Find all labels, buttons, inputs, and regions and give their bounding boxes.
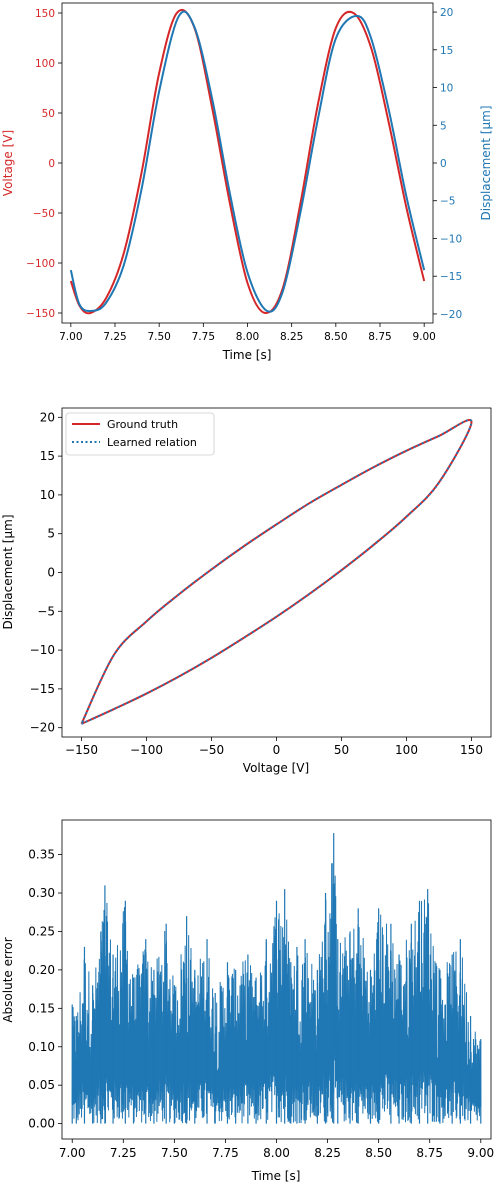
voltage-tick-label: −100 [26,258,55,270]
time-series-x-tick-label: 7.50 [147,331,170,343]
displacement-tick-label: −5 [440,196,455,208]
time-series-x-tick-label: 7.25 [103,331,126,343]
hysteresis-y-tick-label: 10 [40,488,55,502]
ground-truth-line [80,419,473,725]
absolute-error-y-tick-label: 0.15 [28,1001,55,1015]
hysteresis-y-tick-label: 15 [40,449,55,463]
absolute-error-y-axis-label: Absolute error [1,937,15,1022]
absolute-error-x-tick-label: 8.75 [416,1146,443,1160]
displacement-tick-label: 20 [440,7,453,19]
time-series-x-tick-label: 7.75 [192,331,215,343]
hysteresis-x-tick-label: −150 [65,743,98,757]
absolute-error-y-tick-label: 0.10 [28,1040,55,1054]
time-series-x-axis-label: Time [s] [222,348,272,362]
absolute-error-y-tick-label: 0.20 [28,963,55,977]
time-series-x-tick-label: 8.00 [236,331,259,343]
voltage-tick-label: 0 [48,158,55,170]
time-series-x-tick-label: 7.00 [59,331,82,343]
displacement-tick-label: −20 [440,309,462,321]
time-series-x-tick-label: 9.00 [412,331,435,343]
hysteresis-x-tick-label: 150 [460,743,483,757]
legend-box [65,412,215,456]
time-series-plot: 7.00 7.25 7.50 7.75 8.00 8.25 8.50 8.75 9.00 −15… [1,2,493,362]
hysteresis-x-axis-label: Voltage [V] [243,761,309,775]
voltage-tick-label: 150 [35,8,55,20]
displacement-tick-label: 15 [440,45,453,57]
time-series-x-tick-label: 8.75 [368,331,391,343]
absolute-error-x-tick-label: 8.00 [263,1146,290,1160]
hysteresis-y-tick-label: 0 [47,566,55,580]
hysteresis-y-tick-label: −15 [30,682,55,696]
voltage-tick-label: −50 [33,208,55,220]
absolute-error-x-tick-label: 8.25 [314,1146,341,1160]
voltage-series-line [69,8,426,315]
voltage-tick-label: 50 [42,108,55,120]
time-series-x-tick-label: 8.25 [280,331,303,343]
hysteresis-x-tick-label: 0 [273,743,281,757]
absolute-error-y-tick-label: 0.05 [28,1078,55,1092]
voltage-axis-label: Voltage [V] [1,130,15,196]
time-series-x-tick-label: 8.50 [324,331,347,343]
legend: Ground truth Learned relation [65,412,215,456]
voltage-tick-label: −150 [26,308,55,320]
hysteresis-y-tick-label: −20 [30,721,55,735]
displacement-series-line [69,10,426,313]
absolute-error-y-tick-label: 0.35 [28,848,55,862]
hysteresis-x-tick-label: 50 [334,743,349,757]
absolute-error-y-tick-label: 0.25 [28,924,55,938]
displacement-tick-label: −10 [440,233,462,245]
hysteresis-plot: −150 −100 −50 0 50 100 150 −20−15−10−505101520… [1,407,492,775]
hysteresis-y-tick-label: −10 [30,643,55,657]
hysteresis-y-axis-label: Displacement [μm] [1,515,15,630]
displacement-axis-label: Displacement [μm] [479,106,493,221]
voltage-tick-label: 100 [35,58,55,70]
absolute-error-x-tick-label: 7.50 [161,1146,188,1160]
absolute-error-x-tick-label: 7.75 [212,1146,239,1160]
displacement-tick-label: 5 [440,120,447,132]
hysteresis-y-tick-label: −5 [37,604,55,618]
displacement-tick-label: −15 [440,271,462,283]
absolute-error-plot: 7.00 7.25 7.50 7.75 8.00 8.25 8.50 8.75 9.00 0.0… [1,819,494,1183]
hysteresis-y-tick-label: 5 [47,527,55,541]
hysteresis-y-tick-label: 20 [40,410,55,424]
learned-relation-line [80,419,473,725]
absolute-error-x-tick-label: 7.25 [110,1146,137,1160]
hysteresis-frame [61,407,492,738]
absolute-error-x-axis-label: Time [s] [251,1169,301,1183]
hysteresis-x-tick-label: −100 [130,743,163,757]
absolute-error-y-tick-label: 0.00 [28,1117,55,1131]
legend-learned-relation-label: Learned relation [107,436,197,449]
displacement-tick-label: 0 [440,158,447,170]
displacement-tick-label: 10 [440,83,453,95]
absolute-error-x-tick-label: 8.50 [365,1146,392,1160]
hysteresis-x-tick-label: 100 [395,743,418,757]
absolute-error-x-tick-label: 7.00 [59,1146,86,1160]
hysteresis-x-tick-label: −50 [199,743,224,757]
absolute-error-x-tick-label: 9.00 [467,1146,494,1160]
absolute-error-y-tick-label: 0.30 [28,886,55,900]
legend-ground-truth-label: Ground truth [107,418,178,431]
